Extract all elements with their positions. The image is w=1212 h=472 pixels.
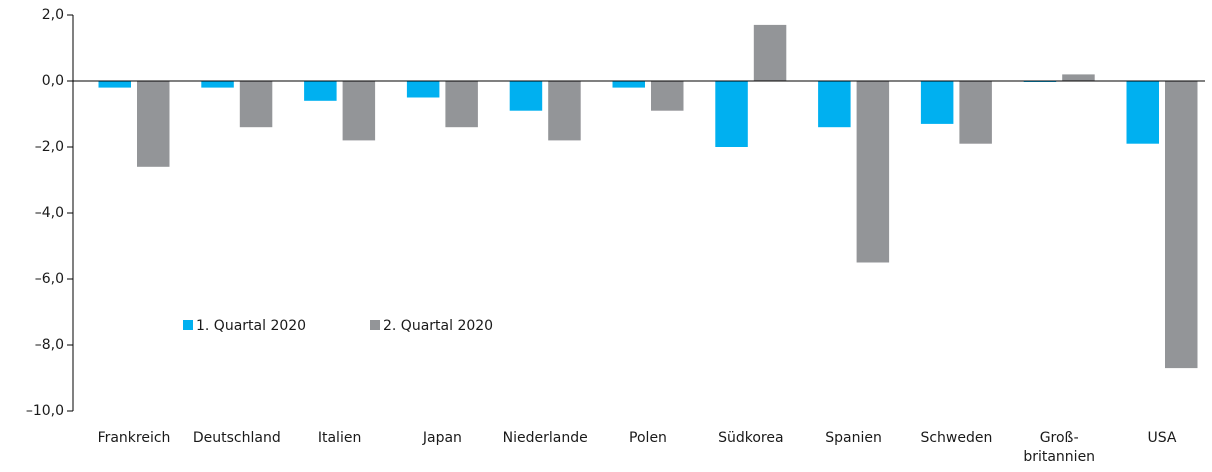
x-tick-label: Niederlande xyxy=(503,430,588,446)
bar xyxy=(920,81,954,124)
legend-swatch xyxy=(370,320,380,330)
x-tick-label: Spanien xyxy=(825,430,882,446)
bar xyxy=(753,24,787,81)
x-tick-label: Schweden xyxy=(920,430,992,446)
bar xyxy=(818,81,851,128)
bar xyxy=(715,81,748,147)
x-tick-label-line: britannien xyxy=(1023,449,1095,465)
y-tick-label: 2,0 xyxy=(42,7,64,23)
x-tick-label-line: Polen xyxy=(629,430,667,446)
bar xyxy=(406,81,440,98)
x-tick-label: USA xyxy=(1148,430,1177,446)
x-tick-label-line: Spanien xyxy=(825,430,882,446)
x-tick-label-line: Italien xyxy=(318,430,361,446)
x-tick-label-line: Groß- xyxy=(1040,430,1079,446)
legend-swatch xyxy=(183,320,193,330)
x-tick-label-line: Südkorea xyxy=(718,430,783,446)
x-tick-label-line: Japan xyxy=(422,430,462,446)
bar xyxy=(509,81,543,111)
bar xyxy=(1126,81,1159,144)
x-tick-label-line: Niederlande xyxy=(503,430,588,446)
y-tick-label: –6,0 xyxy=(35,271,64,287)
x-tick-label-line: Frankreich xyxy=(98,430,171,446)
bar xyxy=(98,81,131,88)
x-tick-label: Frankreich xyxy=(98,430,171,446)
y-tick-label: 0,0 xyxy=(42,73,64,89)
x-tick-label: Polen xyxy=(629,430,667,446)
bar xyxy=(304,81,337,101)
legend-label: 1. Quartal 2020 xyxy=(196,318,306,334)
x-tick-label: Südkorea xyxy=(718,430,783,446)
x-tick-label-line: Deutschland xyxy=(193,430,281,446)
y-tick-label: –2,0 xyxy=(35,139,64,155)
x-tick-label: Groß-britannien xyxy=(1023,430,1095,465)
bar xyxy=(548,81,581,141)
x-tick-label: Deutschland xyxy=(193,430,281,446)
bar xyxy=(1062,74,1095,81)
bar xyxy=(445,81,478,128)
x-tick-label: Japan xyxy=(422,430,462,446)
bar xyxy=(239,81,273,128)
bar xyxy=(612,81,645,88)
legend-label: 2. Quartal 2020 xyxy=(383,318,493,334)
bar xyxy=(137,81,170,167)
y-tick-label: –4,0 xyxy=(35,205,64,221)
bar xyxy=(651,81,684,111)
x-tick-label-line: USA xyxy=(1148,430,1177,446)
bar xyxy=(856,81,890,263)
bar xyxy=(959,81,992,144)
bar xyxy=(201,81,234,88)
x-tick-label-line: Schweden xyxy=(920,430,992,446)
bar xyxy=(1165,81,1198,369)
x-tick-label: Italien xyxy=(318,430,361,446)
bar xyxy=(342,81,376,141)
y-tick-label: –10,0 xyxy=(26,403,64,419)
y-tick-label: –8,0 xyxy=(35,337,64,353)
